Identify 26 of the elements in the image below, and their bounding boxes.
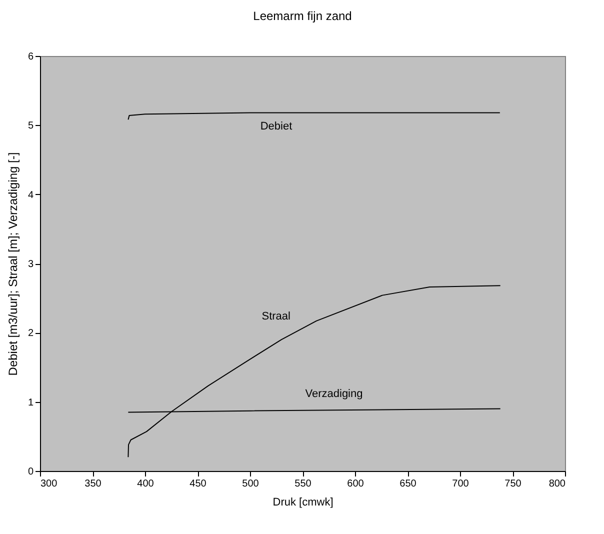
- y-tick-label: 4: [28, 190, 34, 201]
- x-tick-label: 700: [452, 478, 470, 490]
- y-tick-label: 3: [28, 259, 34, 270]
- y-tick-label: 2: [28, 328, 34, 340]
- line-series: [128, 112, 500, 120]
- x-tick-label: 650: [400, 478, 417, 490]
- series-label: Debiet: [260, 120, 292, 133]
- line-series: [128, 285, 501, 458]
- x-axis-title: Druk [cmwk]: [272, 496, 334, 508]
- y-tick-label: 0: [28, 466, 34, 478]
- chart-title: Leemarm fijn zand: [253, 9, 352, 23]
- x-tick-label: 350: [84, 478, 102, 490]
- y-axis-title: Debiet [m3/uur]; Straal [m]; Verzadiging [-]: [6, 152, 20, 376]
- series-label: Straal: [262, 310, 290, 322]
- x-tick-label: 750: [504, 478, 522, 490]
- x-tick-label: 300: [40, 478, 58, 490]
- y-tick-label: 5: [28, 120, 34, 132]
- y-tick-label: 6: [28, 52, 34, 62]
- x-tick-label: 800: [548, 478, 566, 490]
- x-tick-label: 450: [190, 478, 207, 490]
- series-label: Verzadiging: [305, 388, 363, 400]
- y-tick-label: 1: [28, 397, 34, 408]
- x-tick-label: 600: [347, 478, 364, 490]
- x-tick-label: 550: [294, 478, 312, 490]
- x-tick-label: 500: [242, 478, 260, 490]
- x-tick-label: 400: [137, 478, 154, 490]
